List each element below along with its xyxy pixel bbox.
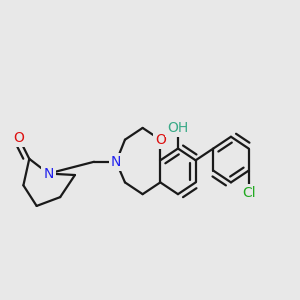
Text: N: N — [111, 155, 121, 169]
Text: O: O — [14, 131, 24, 145]
Text: N: N — [43, 167, 54, 181]
Text: O: O — [155, 133, 166, 147]
Text: OH: OH — [167, 121, 189, 135]
Text: Cl: Cl — [242, 186, 256, 200]
